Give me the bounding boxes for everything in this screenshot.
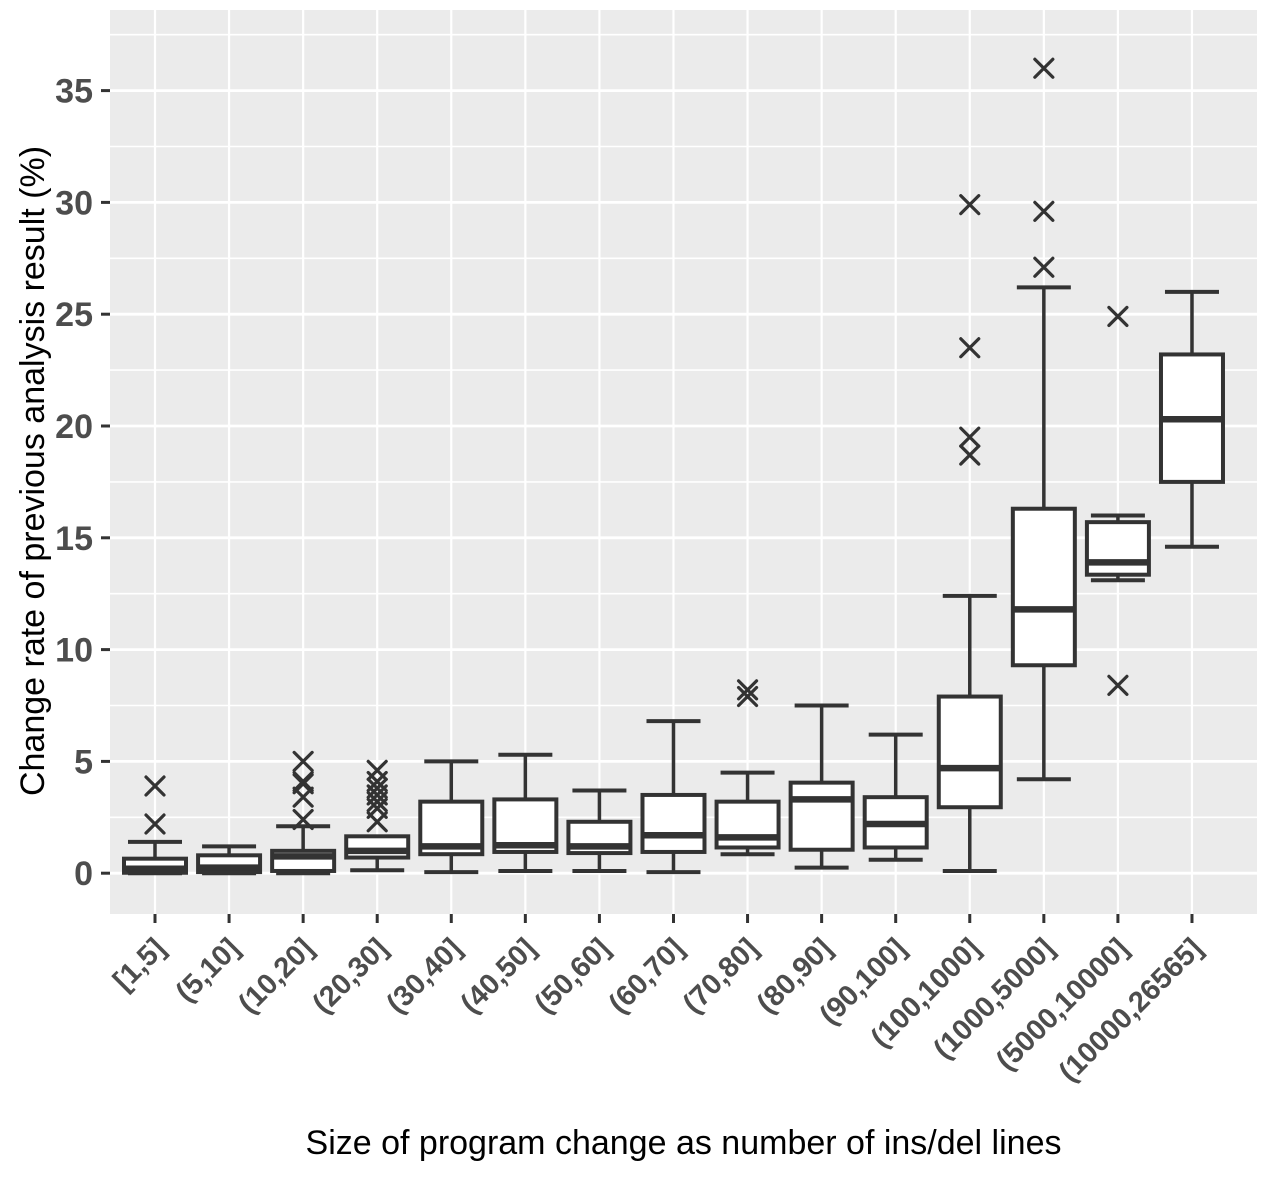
y-tick-label: 0 [74,855,93,893]
y-tick-label: 35 [55,73,93,111]
x-tick-label: (20,30] [307,932,395,1020]
outlier-cross-icon [292,786,314,808]
outlier-cross-icon [959,426,981,448]
outlier-cross-icon [366,811,388,833]
outlier-cross-icon [1107,674,1129,696]
outlier-cross-icon [736,679,759,701]
box-rect [1010,506,1077,668]
y-tick-label: 30 [55,184,93,222]
outlier-cross-icon [1033,256,1055,278]
x-tick-label: [1,5] [107,932,172,997]
x-tick-label: (50,60] [529,932,617,1020]
outlier-cross-icon [292,750,314,773]
box-rect [1084,520,1151,577]
outlier-cross-icon [1107,305,1129,328]
outlier-cross-icon [959,444,981,466]
outlier-cross-icon [366,791,388,813]
x-tick-label: (30,40] [381,932,469,1020]
outlier-cross-icon [1033,57,1055,79]
x-tick-label: (70,80] [677,932,765,1020]
box-rect [788,780,855,852]
outlier-cross-icon [736,685,759,708]
plot-panel [110,10,1257,914]
x-tick-label: (10,20] [232,932,320,1020]
outlier-cross-icon [959,194,981,216]
y-tick-label: 25 [55,296,93,334]
x-tick-label: (60,70] [603,932,691,1020]
x-axis-title: Size of program change as number of ins/… [305,1124,1062,1162]
outlier-cross-icon [1033,200,1055,222]
y-axis-title: Change rate of previous analysis result … [14,145,52,797]
y-tick-label: 10 [55,632,93,670]
box-rect [936,694,1003,810]
y-tick-label: 20 [55,408,93,446]
outlier-cross-icon [292,808,314,831]
box-rect [344,834,411,860]
outlier-cross-icon [144,813,166,835]
outlier-cross-icon [959,337,981,359]
outlier-cross-icon [144,775,166,797]
y-tick-label: 5 [74,743,93,781]
y-tick-label: 15 [55,520,93,558]
x-tick-label: (40,50] [455,932,543,1020]
box-rect [640,792,707,854]
